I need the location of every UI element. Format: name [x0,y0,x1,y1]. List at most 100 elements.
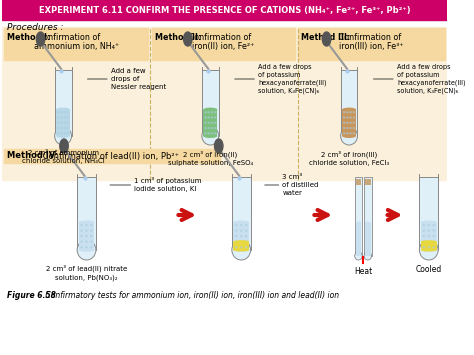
Ellipse shape [91,230,92,231]
Ellipse shape [433,247,435,248]
Text: 1 cm³ of potassium
iodide solution, KI: 1 cm³ of potassium iodide solution, KI [134,178,202,192]
Ellipse shape [205,117,206,118]
Ellipse shape [423,241,424,242]
Ellipse shape [208,127,210,129]
Text: EXPERIMENT 6.11 CONFIRM THE PRESENCE OF CATIONS (NH₄⁺, Fe²⁺, Fe³⁺, Pb²⁺): EXPERIMENT 6.11 CONFIRM THE PRESENCE OF … [38,5,410,15]
Ellipse shape [240,247,242,248]
Ellipse shape [79,248,94,252]
Ellipse shape [353,112,355,113]
Ellipse shape [421,240,437,243]
Bar [2,0,447,20]
Ellipse shape [344,117,345,118]
Ellipse shape [350,127,351,129]
Ellipse shape [86,241,87,242]
Ellipse shape [61,133,62,134]
Ellipse shape [211,117,213,118]
Ellipse shape [215,112,216,113]
Text: Confirmatory tests for ammonium ion, iron(II) ion, iron(III) ion and lead(II) io: Confirmatory tests for ammonium ion, iro… [43,290,339,300]
Ellipse shape [346,133,348,134]
Ellipse shape [205,112,206,113]
Ellipse shape [364,252,372,260]
Ellipse shape [203,134,217,138]
Ellipse shape [61,117,62,118]
Ellipse shape [353,122,355,123]
Text: Confirmation of: Confirmation of [336,33,401,42]
Text: Confirmation of lead(II) ion, Pb²⁺: Confirmation of lead(II) ion, Pb²⁺ [40,152,179,160]
Ellipse shape [77,240,96,260]
Bar [232,177,251,250]
Bar [233,242,249,250]
Bar [55,70,72,136]
Ellipse shape [57,112,59,113]
Bar [4,149,219,163]
Ellipse shape [240,224,242,225]
Ellipse shape [215,122,216,123]
Ellipse shape [428,247,429,248]
Ellipse shape [421,248,437,251]
Ellipse shape [91,247,92,248]
Bar [356,223,361,256]
Ellipse shape [215,117,216,118]
Ellipse shape [236,247,237,248]
Text: Add a few
drops of
Nessler reagent: Add a few drops of Nessler reagent [111,68,166,90]
Ellipse shape [236,241,237,242]
Ellipse shape [353,127,355,129]
Ellipse shape [86,247,87,248]
Ellipse shape [246,247,247,248]
Bar [4,28,148,60]
Ellipse shape [81,224,82,225]
Text: iron(III) ion, Fe³⁺: iron(III) ion, Fe³⁺ [339,42,404,50]
Ellipse shape [344,127,345,129]
Ellipse shape [36,32,45,46]
Ellipse shape [428,241,429,242]
Ellipse shape [67,122,69,123]
Ellipse shape [67,112,69,113]
Ellipse shape [428,230,429,231]
Ellipse shape [91,224,92,225]
Ellipse shape [341,127,357,145]
Bar [355,177,362,256]
Bar [341,70,357,136]
Ellipse shape [433,230,435,231]
Text: 2 cm³ of iron(III)
chloride solution, FeCl₃: 2 cm³ of iron(III) chloride solution, Fe… [309,150,389,165]
Ellipse shape [344,112,345,113]
Ellipse shape [246,224,247,225]
Ellipse shape [211,127,213,129]
Ellipse shape [57,127,59,129]
Ellipse shape [346,122,348,123]
Text: Cooled: Cooled [416,265,442,274]
Ellipse shape [353,117,355,118]
Ellipse shape [240,241,242,242]
Text: Method III:: Method III: [301,33,350,42]
Bar [233,222,249,250]
Text: Method I:: Method I: [7,33,50,42]
Text: Method II:: Method II: [155,33,201,42]
Text: Procedures :: Procedures : [7,23,64,32]
Ellipse shape [211,122,213,123]
Ellipse shape [233,248,249,251]
Bar [202,70,219,136]
Ellipse shape [205,133,206,134]
Text: Confirmation of: Confirmation of [35,33,100,42]
Ellipse shape [203,108,217,111]
Ellipse shape [205,122,206,123]
Ellipse shape [236,224,237,225]
Ellipse shape [61,127,62,129]
Ellipse shape [56,108,70,111]
Bar [2,27,447,180]
Ellipse shape [240,236,242,237]
Ellipse shape [246,236,247,237]
Ellipse shape [236,230,237,231]
Text: iron(II) ion, Fe²⁺: iron(II) ion, Fe²⁺ [192,42,255,50]
Ellipse shape [342,134,356,138]
Ellipse shape [353,133,355,134]
Ellipse shape [61,122,62,123]
Ellipse shape [81,236,82,237]
Ellipse shape [64,122,65,123]
Ellipse shape [60,139,68,153]
Ellipse shape [67,127,69,129]
Text: 2 cm³ of ammonium
chloride solution, NH₄Cl: 2 cm³ of ammonium chloride solution, NH₄… [22,150,104,164]
Ellipse shape [215,127,216,129]
Bar [356,179,361,185]
Ellipse shape [322,32,331,46]
